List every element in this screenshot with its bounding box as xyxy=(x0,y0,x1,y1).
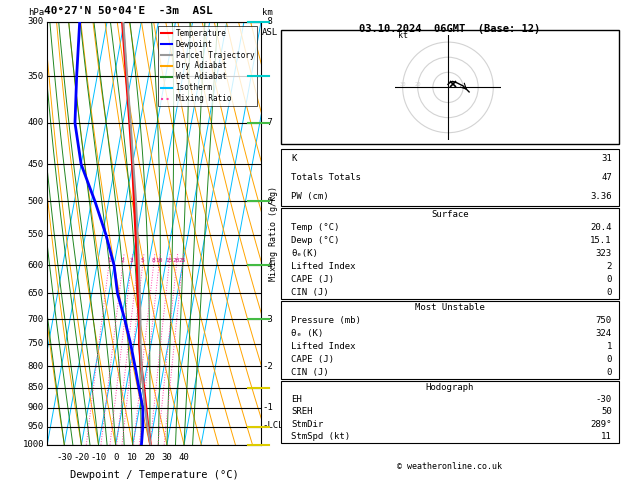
Text: 25: 25 xyxy=(179,258,186,263)
Text: 47: 47 xyxy=(601,173,612,182)
Text: 1000: 1000 xyxy=(23,440,44,449)
Text: 0: 0 xyxy=(606,355,612,364)
Text: 300: 300 xyxy=(28,17,44,26)
Text: -8: -8 xyxy=(262,17,273,26)
Text: 50: 50 xyxy=(601,407,612,417)
Bar xyxy=(281,30,619,144)
Text: ASL: ASL xyxy=(262,28,278,37)
Text: 31: 31 xyxy=(601,154,612,163)
Text: EH: EH xyxy=(291,395,302,404)
Text: StmDir: StmDir xyxy=(291,420,323,429)
Text: -30: -30 xyxy=(56,453,72,462)
Text: -30: -30 xyxy=(596,395,612,404)
Text: 1: 1 xyxy=(606,342,612,351)
Text: 750: 750 xyxy=(596,316,612,325)
Text: CAPE (J): CAPE (J) xyxy=(291,355,334,364)
Text: 0: 0 xyxy=(113,453,118,462)
Text: 0: 0 xyxy=(606,288,612,297)
Text: -2: -2 xyxy=(262,362,273,371)
Text: -20: -20 xyxy=(74,453,89,462)
Text: 10: 10 xyxy=(155,258,163,263)
Text: 700: 700 xyxy=(28,315,44,324)
Bar xyxy=(281,149,619,206)
Text: 20: 20 xyxy=(415,82,421,87)
Text: 500: 500 xyxy=(28,197,44,206)
Text: Lifted Index: Lifted Index xyxy=(291,342,356,351)
Text: 2: 2 xyxy=(121,258,125,263)
Text: 1: 1 xyxy=(107,258,111,263)
Text: 324: 324 xyxy=(596,329,612,338)
Text: -6: -6 xyxy=(262,197,273,206)
Text: 0: 0 xyxy=(606,275,612,284)
Text: kt: kt xyxy=(398,31,408,39)
Legend: Temperature, Dewpoint, Parcel Trajectory, Dry Adiabat, Wet Adiabat, Isotherm, Mi: Temperature, Dewpoint, Parcel Trajectory… xyxy=(158,26,257,106)
Text: K: K xyxy=(291,154,297,163)
Text: 40°27'N 50°04'E  -3m  ASL: 40°27'N 50°04'E -3m ASL xyxy=(44,5,213,16)
Bar xyxy=(281,381,619,443)
Text: 800: 800 xyxy=(28,362,44,371)
Text: Lifted Index: Lifted Index xyxy=(291,262,356,271)
Text: -1: -1 xyxy=(262,403,273,412)
Text: -4: -4 xyxy=(262,261,273,270)
Text: © weatheronline.co.uk: © weatheronline.co.uk xyxy=(398,462,502,470)
Text: 650: 650 xyxy=(28,289,44,298)
Text: Dewp (°C): Dewp (°C) xyxy=(291,236,340,245)
Text: Surface: Surface xyxy=(431,210,469,219)
Text: 350: 350 xyxy=(28,71,44,81)
Text: 450: 450 xyxy=(28,160,44,169)
Text: 15.1: 15.1 xyxy=(590,236,612,245)
Text: Mixing Ratio (g/kg): Mixing Ratio (g/kg) xyxy=(269,186,278,281)
Bar xyxy=(281,301,619,379)
Text: 550: 550 xyxy=(28,230,44,239)
Text: Dewpoint / Temperature (°C): Dewpoint / Temperature (°C) xyxy=(70,470,238,480)
Text: 400: 400 xyxy=(28,119,44,127)
Bar xyxy=(281,208,619,299)
Text: CIN (J): CIN (J) xyxy=(291,368,329,377)
Text: 30: 30 xyxy=(399,82,406,87)
Text: 11: 11 xyxy=(601,432,612,441)
Text: CIN (J): CIN (J) xyxy=(291,288,329,297)
Text: 600: 600 xyxy=(28,261,44,270)
Text: CAPE (J): CAPE (J) xyxy=(291,275,334,284)
Text: 5: 5 xyxy=(141,258,145,263)
Text: -7: -7 xyxy=(262,119,273,127)
Text: 3: 3 xyxy=(130,258,133,263)
Text: 15: 15 xyxy=(165,258,173,263)
Text: 40: 40 xyxy=(179,453,189,462)
Text: 8: 8 xyxy=(152,258,155,263)
Text: 20.4: 20.4 xyxy=(590,223,612,232)
Text: 30: 30 xyxy=(162,453,172,462)
Text: 2: 2 xyxy=(606,262,612,271)
Text: 0: 0 xyxy=(606,368,612,377)
Text: θₑ (K): θₑ (K) xyxy=(291,329,323,338)
Text: -10: -10 xyxy=(91,453,106,462)
Text: 3.36: 3.36 xyxy=(590,192,612,201)
Text: Hodograph: Hodograph xyxy=(426,383,474,392)
Text: θₑ(K): θₑ(K) xyxy=(291,249,318,258)
Text: Totals Totals: Totals Totals xyxy=(291,173,361,182)
Text: 10: 10 xyxy=(127,453,138,462)
Text: 20: 20 xyxy=(172,258,180,263)
Text: 20: 20 xyxy=(145,453,155,462)
Text: PW (cm): PW (cm) xyxy=(291,192,329,201)
Text: StmSpd (kt): StmSpd (kt) xyxy=(291,432,350,441)
Text: 323: 323 xyxy=(596,249,612,258)
Text: km: km xyxy=(262,8,273,17)
Text: 289°: 289° xyxy=(590,420,612,429)
Text: SREH: SREH xyxy=(291,407,313,417)
Text: 950: 950 xyxy=(28,422,44,431)
Text: -3: -3 xyxy=(262,315,273,324)
Text: 850: 850 xyxy=(28,383,44,392)
Text: Temp (°C): Temp (°C) xyxy=(291,223,340,232)
Text: 4: 4 xyxy=(136,258,140,263)
Text: 750: 750 xyxy=(28,339,44,348)
Text: -LCL: -LCL xyxy=(262,421,284,431)
Text: Pressure (mb): Pressure (mb) xyxy=(291,316,361,325)
Text: hPa: hPa xyxy=(28,8,44,17)
Text: 900: 900 xyxy=(28,403,44,412)
Text: 03.10.2024  06GMT  (Base: 12): 03.10.2024 06GMT (Base: 12) xyxy=(359,24,540,34)
Text: Most Unstable: Most Unstable xyxy=(415,303,485,312)
